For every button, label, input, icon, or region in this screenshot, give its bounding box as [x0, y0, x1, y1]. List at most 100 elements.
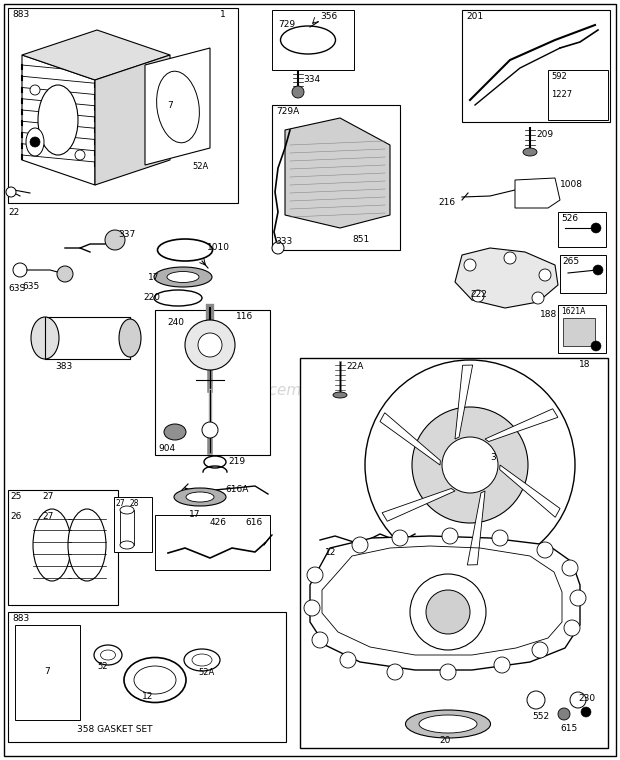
Text: 20: 20 [440, 736, 451, 745]
Text: 616: 616 [245, 518, 262, 527]
Text: 635: 635 [22, 282, 39, 291]
Text: 27: 27 [42, 512, 53, 521]
Bar [155, 310, 270, 455]
Text: 904: 904 [158, 444, 175, 453]
Text: 52A: 52A [192, 162, 208, 171]
Polygon shape [380, 413, 440, 465]
Text: 12: 12 [325, 548, 337, 557]
Circle shape [365, 360, 575, 570]
Text: 729: 729 [278, 20, 295, 29]
Text: 18: 18 [578, 360, 590, 369]
Ellipse shape [157, 239, 213, 261]
Bar [272, 10, 354, 70]
Bar [272, 105, 400, 250]
Text: 356: 356 [320, 12, 337, 21]
Circle shape [185, 320, 235, 370]
Text: 1621A: 1621A [561, 307, 585, 316]
Circle shape [307, 567, 323, 583]
Polygon shape [285, 118, 390, 228]
Bar [15, 625, 80, 720]
Ellipse shape [31, 317, 59, 359]
Ellipse shape [174, 488, 226, 506]
Text: 1: 1 [220, 10, 226, 19]
Circle shape [504, 252, 516, 264]
Polygon shape [310, 536, 580, 670]
Circle shape [30, 137, 40, 147]
Circle shape [537, 542, 553, 558]
Circle shape [312, 632, 328, 648]
Circle shape [30, 85, 40, 95]
Ellipse shape [134, 666, 176, 694]
Polygon shape [22, 55, 95, 185]
Circle shape [440, 664, 456, 680]
Text: 209: 209 [536, 130, 553, 139]
Bar [8, 612, 286, 742]
Text: 240: 240 [167, 318, 184, 327]
Circle shape [410, 574, 486, 650]
Bar [560, 255, 606, 293]
Ellipse shape [184, 649, 220, 671]
Text: 17: 17 [189, 510, 201, 519]
Circle shape [426, 590, 470, 634]
Circle shape [527, 691, 545, 709]
Text: 851: 851 [352, 235, 370, 244]
Polygon shape [500, 465, 560, 518]
Text: 116: 116 [236, 312, 253, 321]
Text: 3: 3 [490, 453, 496, 462]
Circle shape [532, 642, 548, 658]
Text: 216: 216 [438, 198, 455, 207]
Circle shape [492, 530, 508, 546]
Circle shape [570, 590, 586, 606]
Polygon shape [515, 178, 560, 208]
Text: 201: 201 [466, 12, 483, 21]
Text: 52: 52 [97, 662, 107, 671]
Text: 7: 7 [44, 667, 50, 676]
Text: 615: 615 [560, 724, 577, 733]
Bar [120, 510, 134, 545]
Circle shape [13, 263, 27, 277]
Polygon shape [455, 365, 472, 439]
Text: 883: 883 [12, 614, 29, 623]
Bar [558, 212, 606, 247]
Circle shape [570, 692, 586, 708]
Polygon shape [145, 48, 210, 165]
Text: 26: 26 [10, 512, 21, 521]
Ellipse shape [167, 271, 199, 283]
Circle shape [340, 652, 356, 668]
Bar [558, 305, 606, 353]
Circle shape [472, 290, 484, 302]
Text: 729A: 729A [276, 107, 299, 116]
Circle shape [562, 560, 578, 576]
Circle shape [494, 657, 510, 673]
Text: 334: 334 [303, 75, 320, 84]
Ellipse shape [186, 492, 214, 502]
Ellipse shape [192, 654, 212, 666]
Circle shape [198, 333, 222, 357]
Bar [155, 515, 270, 570]
Polygon shape [467, 491, 485, 565]
Text: 27: 27 [116, 499, 126, 508]
Polygon shape [95, 55, 170, 185]
Text: 63S: 63S [8, 284, 25, 293]
Circle shape [591, 341, 601, 351]
Ellipse shape [120, 506, 134, 514]
Text: 265: 265 [562, 257, 579, 266]
Ellipse shape [94, 645, 122, 665]
Circle shape [352, 537, 368, 553]
Polygon shape [485, 409, 558, 442]
Ellipse shape [280, 26, 335, 54]
Ellipse shape [38, 85, 78, 155]
Bar [45, 317, 130, 359]
Text: 22: 22 [8, 208, 19, 217]
Circle shape [304, 600, 320, 616]
Text: 52A: 52A [198, 668, 215, 677]
Text: 552: 552 [532, 712, 549, 721]
Ellipse shape [119, 319, 141, 357]
Bar [8, 8, 238, 203]
Text: 12: 12 [142, 692, 153, 701]
Circle shape [57, 266, 73, 282]
Ellipse shape [164, 424, 186, 440]
Text: 219: 219 [228, 458, 245, 467]
Circle shape [30, 145, 40, 155]
Text: 616A: 616A [225, 485, 249, 494]
